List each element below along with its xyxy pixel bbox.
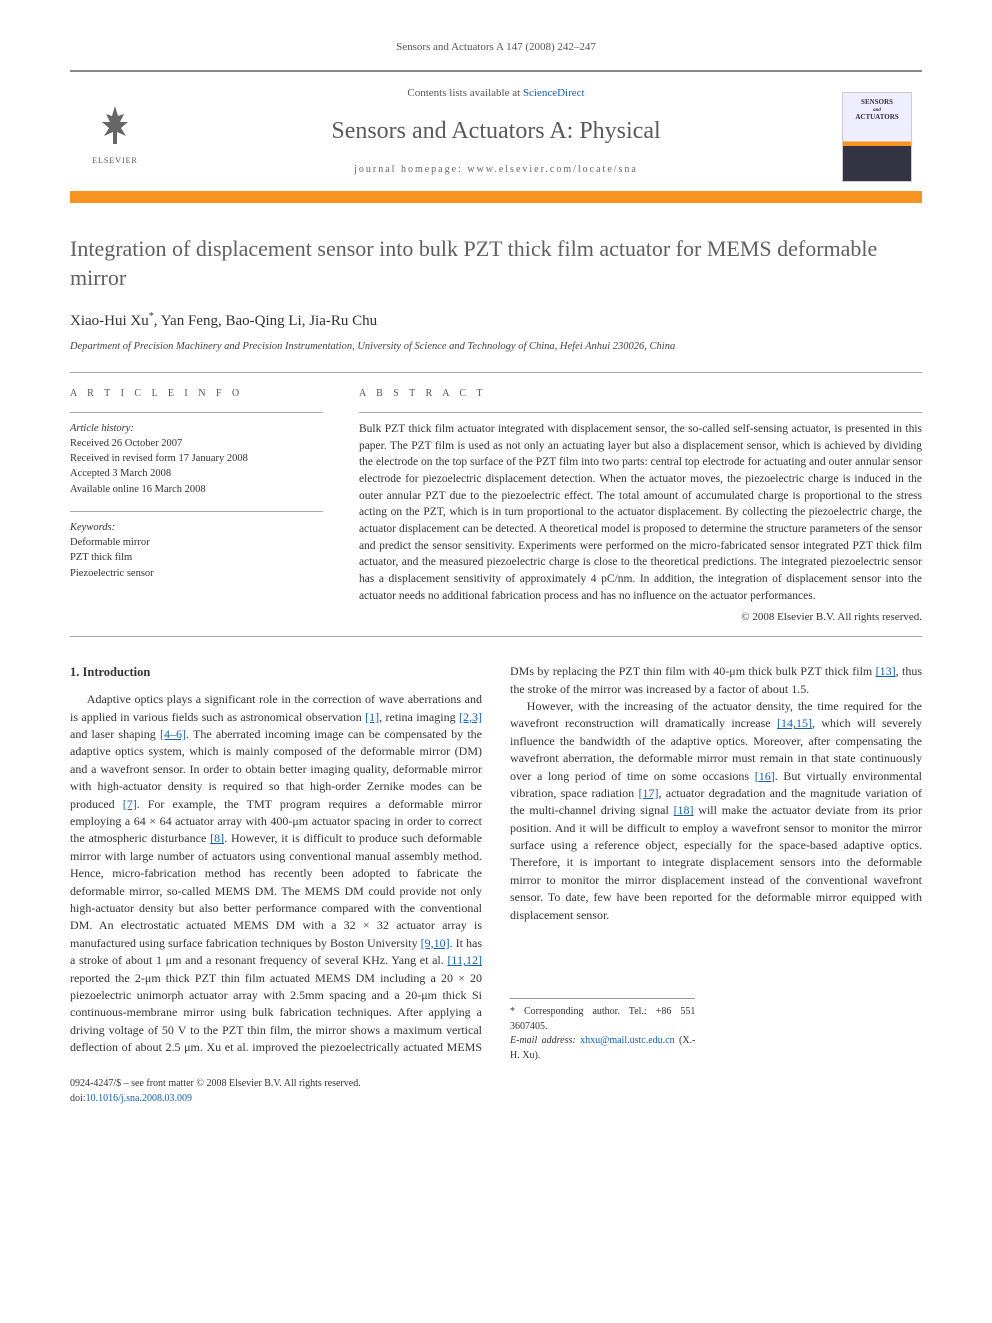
cite-link[interactable]: [13] <box>876 664 896 678</box>
article-history-block: Article history: Received 26 October 200… <box>70 421 323 497</box>
article-info-column: a r t i c l e i n f o Article history: R… <box>70 387 323 626</box>
cite-link[interactable]: [11,12] <box>447 953 482 967</box>
homepage-url: www.elsevier.com/locate/sna <box>467 164 638 175</box>
homepage-prefix: journal homepage: <box>354 164 467 175</box>
t: and laser shaping <box>70 727 160 741</box>
keyword: Piezoelectric sensor <box>70 566 323 581</box>
doi-link[interactable]: 10.1016/j.sna.2008.03.009 <box>86 1093 192 1104</box>
divider-top <box>70 372 922 373</box>
cover-thumb-area: SENSORSandACTUATORS <box>832 92 922 182</box>
contents-available-line: Contents lists available at ScienceDirec… <box>168 86 824 102</box>
doi-line: doi:10.1016/j.sna.2008.03.009 <box>70 1092 922 1107</box>
keyword: Deformable mirror <box>70 535 323 550</box>
t: , retina imaging <box>379 710 459 724</box>
publisher-logo-area: ELSEVIER <box>70 102 160 172</box>
t: will make the actuator deviate from its … <box>510 803 922 921</box>
cite-link[interactable]: [16] <box>755 769 775 783</box>
journal-homepage-line: journal homepage: www.elsevier.com/locat… <box>168 163 824 178</box>
publisher-name: ELSEVIER <box>92 155 138 167</box>
corresponding-email-link[interactable]: xhxu@mail.ustc.edu.cn <box>580 1035 674 1046</box>
abstract-text: Bulk PZT thick film actuator integrated … <box>359 421 922 604</box>
section-1-heading: 1. Introduction <box>70 663 482 681</box>
cite-link[interactable]: [2,3] <box>459 710 482 724</box>
cite-link[interactable]: [9,10] <box>421 936 450 950</box>
affiliation: Department of Precision Machinery and Pr… <box>70 339 922 354</box>
abstract-copyright: © 2008 Elsevier B.V. All rights reserved… <box>359 610 922 626</box>
corresponding-marker: * <box>149 311 154 322</box>
article-title: Integration of displacement sensor into … <box>70 235 922 292</box>
cite-link[interactable]: [14,15] <box>777 716 812 730</box>
cite-link[interactable]: [4–6] <box>160 727 186 741</box>
history-line: Available online 16 March 2008 <box>70 482 323 497</box>
contents-prefix: Contents lists available at <box>407 87 522 99</box>
front-matter-line: 0924-4247/$ – see front matter © 2008 El… <box>70 1077 922 1092</box>
cover-thumb-title: SENSORSandACTUATORS <box>855 99 898 122</box>
abstract-column: a b s t r a c t Bulk PZT thick film actu… <box>359 387 922 626</box>
history-line: Received 26 October 2007 <box>70 436 323 451</box>
author-1: Xiao-Hui Xu <box>70 313 149 329</box>
history-label: Article history: <box>70 421 323 436</box>
t: of several KHz. Yang et al. <box>311 953 447 967</box>
elsevier-logo: ELSEVIER <box>85 102 145 172</box>
masthead-center: Contents lists available at ScienceDirec… <box>160 82 832 191</box>
journal-masthead: ELSEVIER Contents lists available at Sci… <box>70 70 922 203</box>
body-two-column: 1. Introduction Adaptive optics plays a … <box>70 663 922 1063</box>
divider-bottom <box>70 636 922 637</box>
info-divider-1 <box>70 412 323 413</box>
author-3: Bao-Qing Li <box>225 313 301 329</box>
history-line: Received in revised form 17 January 2008 <box>70 451 323 466</box>
sciencedirect-link[interactable]: ScienceDirect <box>523 87 585 99</box>
journal-name: Sensors and Actuators A: Physical <box>168 114 824 149</box>
author-2: Yan Feng <box>161 313 218 329</box>
article-info-heading: a r t i c l e i n f o <box>70 387 323 402</box>
doi-prefix: doi: <box>70 1093 86 1104</box>
author-4: Jia-Ru Chu <box>309 313 377 329</box>
intro-paragraph-2: However, with the increasing of the actu… <box>510 698 922 924</box>
cite-link[interactable]: [7] <box>123 797 137 811</box>
corresponding-line: * Corresponding author. Tel.: +86 551 36… <box>510 1005 695 1034</box>
abstract-heading: a b s t r a c t <box>359 387 922 402</box>
corresponding-footnote: * Corresponding author. Tel.: +86 551 36… <box>510 998 695 1063</box>
journal-cover-thumbnail: SENSORSandACTUATORS <box>842 92 912 182</box>
cite-link[interactable]: [18] <box>674 803 694 817</box>
running-head: Sensors and Actuators A 147 (2008) 242–2… <box>70 40 922 56</box>
elsevier-tree-icon <box>92 102 138 153</box>
t: . However, it is difficult to produce su… <box>70 831 482 949</box>
info-divider-2 <box>70 511 323 512</box>
info-abstract-row: a r t i c l e i n f o Article history: R… <box>70 387 922 626</box>
author-list: Xiao-Hui Xu*, Yan Feng, Bao-Qing Li, Jia… <box>70 310 922 333</box>
cite-link[interactable]: [1] <box>365 710 379 724</box>
cite-link[interactable]: [8] <box>210 831 224 845</box>
email-label: E-mail address: <box>510 1035 580 1046</box>
history-line: Accepted 3 March 2008 <box>70 466 323 481</box>
abstract-divider <box>359 412 922 413</box>
keywords-label: Keywords: <box>70 520 323 535</box>
keywords-block: Keywords: Deformable mirror PZT thick fi… <box>70 520 323 581</box>
email-line: E-mail address: xhxu@mail.ustc.edu.cn (X… <box>510 1034 695 1063</box>
keyword: PZT thick film <box>70 550 323 565</box>
cite-link[interactable]: [17] <box>638 786 658 800</box>
footer-meta: 0924-4247/$ – see front matter © 2008 El… <box>70 1077 922 1106</box>
